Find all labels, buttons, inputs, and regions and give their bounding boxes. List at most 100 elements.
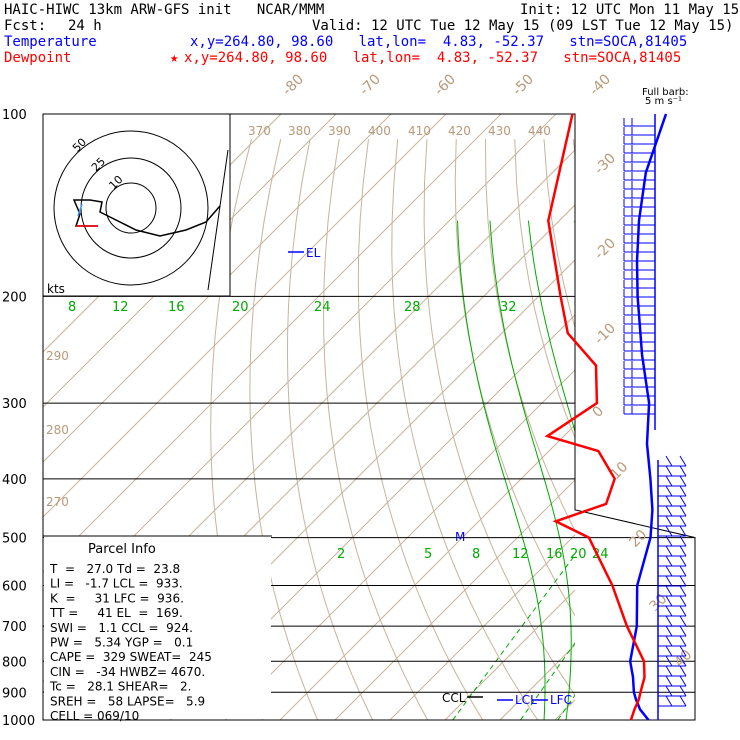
wind-barb-lower [658, 645, 687, 657]
wind-barb-lower [658, 485, 687, 497]
wind-barb-lower [658, 545, 687, 557]
wind-barb-upper [623, 307, 655, 316]
theta-label: 380 [288, 124, 311, 138]
dry-adiabat-line [454, 139, 575, 617]
wind-barb-upper [623, 289, 655, 298]
wind-barb-lower [658, 685, 687, 697]
wind-barb-upper [623, 154, 655, 163]
parcel-info-row: SREH = 58 LAPSE= 5.9 [50, 694, 205, 708]
wind-barb-upper [623, 298, 655, 307]
diagram-border [42, 113, 696, 721]
wind-barb-upper [623, 136, 655, 145]
wind-barb-upper [623, 127, 655, 136]
isotherm-line [444, 589, 575, 720]
wind-barb-upper [623, 172, 655, 181]
wind-barb-lower [658, 505, 687, 517]
moist-adiabat-lines [457, 220, 728, 720]
isotherm-line [720, 114, 740, 720]
theta-side-label: 280 [46, 423, 69, 437]
init-time: Init: 12 UTC Mon 11 May 15 [520, 2, 740, 18]
curve-label-el: EL [306, 246, 321, 260]
parcel-info-row: CELL = 069/10 [50, 709, 139, 723]
theta-label: 440 [528, 124, 551, 138]
pressure-label: 500 [2, 532, 27, 547]
parcel-info-box: Parcel Info T = 27.0 Td = 23.8LI = -1.7 L… [43, 535, 272, 723]
wind-barb-upper [623, 370, 655, 379]
wind-barb-upper [623, 208, 655, 217]
isotherm-label: -50 [510, 71, 537, 98]
parcel-info-row: K = 31 LFC = 936. [50, 591, 184, 605]
dewpoint-legend-label: Dewpoint [4, 50, 72, 66]
dry-adiabat-line [357, 139, 484, 720]
isotherm-label: -10 [592, 320, 619, 347]
hodograph-diagonal [207, 149, 229, 291]
dry-adiabat-line [603, 139, 740, 733]
wind-barb-upper [623, 235, 655, 244]
dry-adiabat-line [323, 139, 429, 720]
wind-barb-lower [658, 605, 687, 617]
temperature-station-info: x,y=264.80, 98.60 lat,lon= 4.83, -52.37 … [190, 34, 688, 50]
isotherm-line [334, 479, 575, 720]
wind-barb-upper [623, 118, 655, 127]
isotherm-label: -20 [592, 235, 619, 262]
moist-adiabat-line [457, 220, 546, 720]
dry-adiabat-line [423, 139, 575, 697]
pressure-label: 1000 [2, 714, 35, 729]
moist-adiabat-label: 16 [168, 300, 185, 315]
mixing-ratio-label: 20 [570, 547, 587, 562]
pressure-label: 200 [2, 290, 27, 305]
star-icon: ★ [170, 50, 179, 66]
wind-barb-upper [623, 343, 655, 352]
isotherm-line [43, 114, 337, 408]
isotherm-line [665, 114, 740, 720]
plot-frame [42, 113, 696, 721]
wind-barb-lower [658, 555, 687, 567]
mixing-ratio-label: 16 [546, 547, 563, 562]
theta-label: 420 [448, 124, 471, 138]
isotherm-line [43, 114, 447, 518]
dry-adiabat-line [286, 139, 374, 720]
wind-barb-lower [658, 575, 687, 587]
parcel-info-row: LI = -1.7 LCL = 933. [50, 577, 183, 591]
mixing-ratio-label: 12 [512, 547, 529, 562]
moist-adiabat-label: 28 [404, 300, 421, 315]
forecast-hour: 24 h [68, 18, 102, 34]
pressure-label: 300 [2, 397, 27, 412]
theta-side-label: 270 [46, 495, 69, 509]
barb-legend-title: Full barb: [642, 87, 689, 98]
wind-barb-lower [658, 475, 687, 487]
wind-barb-lower [658, 635, 687, 647]
parcel-info-row: T = 27.0 Td = 23.8 [49, 562, 180, 576]
wind-barb-lower [658, 625, 687, 637]
wind-barb-upper [623, 217, 655, 226]
curve-label-lcl: LCL [515, 693, 537, 707]
forecast-label: Fcst: [4, 18, 47, 34]
moist-adiabat-line [489, 220, 572, 720]
parcel-info-row: PW = 5.34 YGP = 0.1 [50, 636, 193, 650]
pressure-label: 400 [2, 473, 27, 488]
dry-adiabat-line [543, 139, 575, 330]
wind-barb-lower [658, 615, 687, 627]
hodograph-trace [72, 199, 221, 237]
hodograph-ring [105, 182, 157, 234]
isotherm-label: -70 [357, 71, 384, 98]
barb-legend-units: 5 m s⁻¹ [645, 96, 682, 107]
model-title: HAIC-HIWC 13km ARW-GFS init NCAR/MMM [4, 2, 325, 18]
wind-barb-upper [623, 388, 655, 397]
wind-barb-upper [623, 226, 655, 235]
mixing-ratio-line [557, 694, 575, 720]
wind-barb-upper [623, 325, 655, 334]
theta-label: 430 [488, 124, 511, 138]
wind-barb-upper [623, 145, 655, 154]
parcel-info-row: CIN = -34 HWBZ= 4670. [50, 665, 205, 679]
pressure-label: 100 [2, 108, 27, 123]
moist-adiabat-line [654, 221, 728, 720]
isotherm-label: -30 [592, 150, 619, 177]
wind-barb-lower [658, 565, 687, 577]
hodograph-frame [42, 113, 231, 297]
isotherm-label: 40 [672, 647, 696, 671]
moist-adiabat-label: 12 [112, 300, 129, 315]
dry-adiabat-lines [210, 138, 740, 733]
wind-barb-lower [658, 465, 687, 477]
theta-label: 370 [248, 124, 271, 138]
